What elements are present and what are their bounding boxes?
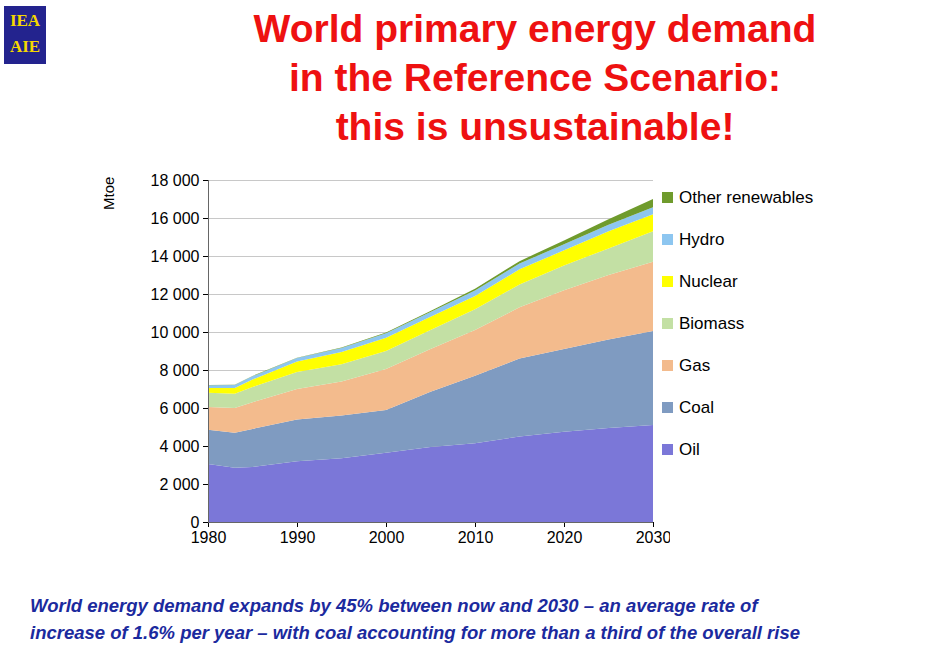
html-text:Gas: Gas bbox=[679, 356, 711, 375]
svg-text:1990: 1990 bbox=[280, 529, 316, 546]
html-text:Hydro: Hydro bbox=[679, 230, 725, 249]
svg-text:2000: 2000 bbox=[369, 529, 405, 546]
svg-text:16 000: 16 000 bbox=[151, 210, 200, 227]
html-text:Other renewables: Other renewables bbox=[679, 188, 814, 207]
svg-text:8 000: 8 000 bbox=[159, 362, 199, 379]
svg-text:1980: 1980 bbox=[191, 529, 227, 546]
html-text:this is unsustainable!: this is unsustainable! bbox=[335, 105, 735, 148]
html-text:Biomass: Biomass bbox=[679, 314, 745, 333]
svg-text:18 000: 18 000 bbox=[151, 172, 200, 189]
svg-text:2 000: 2 000 bbox=[159, 476, 199, 493]
html-text:Nuclear: Nuclear bbox=[679, 272, 738, 291]
html-text:Mtoe: Mtoe bbox=[100, 176, 117, 210]
svg-text:10 000: 10 000 bbox=[151, 324, 200, 341]
html-text:increase of 1.6% per year – wi: increase of 1.6% per year – with coal ac… bbox=[30, 622, 800, 643]
svg-text:12 000: 12 000 bbox=[151, 286, 200, 303]
svg-text:2020: 2020 bbox=[547, 529, 583, 546]
svg-text:0: 0 bbox=[190, 513, 200, 531]
svg-text:6 000: 6 000 bbox=[159, 400, 199, 417]
svg-text:2030: 2030 bbox=[636, 529, 670, 546]
svg-text:14 000: 14 000 bbox=[151, 248, 200, 265]
html-text:AIE: AIE bbox=[9, 37, 41, 56]
html-text:Coal: Coal bbox=[679, 398, 714, 417]
html-text:World energy demand expands by: World energy demand expands by 45% betwe… bbox=[30, 595, 758, 616]
svg-text:2010: 2010 bbox=[458, 529, 494, 546]
svg-text:4 000: 4 000 bbox=[159, 438, 199, 455]
html-text:World primary energy demand: World primary energy demand bbox=[253, 7, 817, 50]
html-text:IEA: IEA bbox=[9, 11, 41, 30]
html-text:in the Reference Scenario:: in the Reference Scenario: bbox=[289, 56, 781, 99]
html-text:Oil: Oil bbox=[679, 440, 700, 459]
